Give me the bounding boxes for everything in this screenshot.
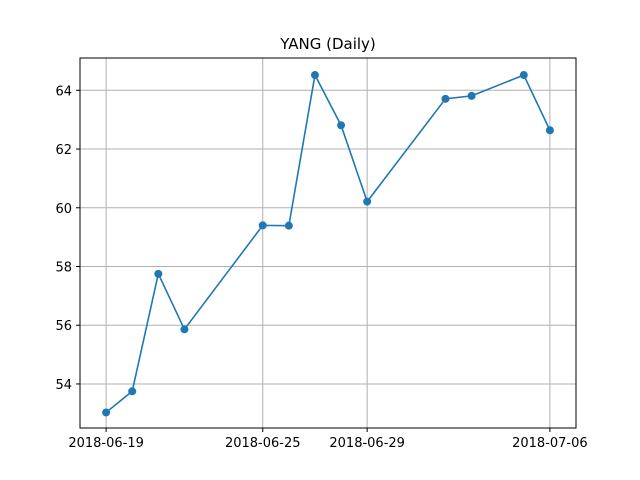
data-point (467, 91, 476, 100)
data-point (363, 197, 372, 206)
y-tick-label: 64 (55, 84, 72, 99)
x-tick-label: 2018-06-29 (329, 436, 405, 451)
y-tick-label: 58 (55, 260, 72, 275)
y-tick-label: 62 (55, 143, 72, 158)
data-point (441, 94, 450, 103)
data-point (284, 221, 293, 230)
data-point (154, 269, 163, 278)
y-tick-label: 56 (55, 319, 72, 334)
x-tick-label: 2018-07-06 (512, 436, 588, 451)
axes-frame (79, 57, 577, 429)
data-point (310, 71, 319, 80)
tick-layer: 2018-06-19 2018-06-25 2018-06-29 2018-07-06… (55, 84, 587, 451)
data-point (102, 408, 111, 417)
data-point (258, 221, 267, 230)
y-tick-label: 60 (55, 202, 72, 217)
grid-lines (80, 58, 576, 428)
series-layer (102, 71, 554, 417)
data-point (337, 121, 346, 130)
plot-area (80, 58, 576, 428)
data-point (519, 71, 528, 80)
data-point (128, 387, 137, 396)
data-point (545, 126, 554, 135)
x-tick-label: 2018-06-19 (68, 436, 144, 451)
chart-title: YANG (Daily) (279, 35, 376, 53)
data-point (180, 325, 189, 334)
x-tick-label: 2018-06-25 (225, 436, 301, 451)
y-tick-label: 54 (55, 378, 72, 393)
